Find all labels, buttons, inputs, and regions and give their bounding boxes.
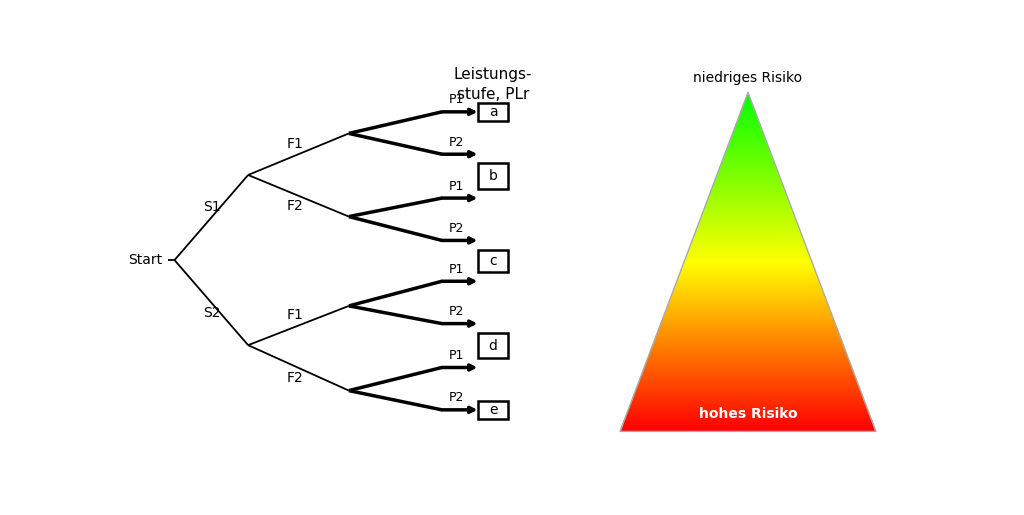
Text: stufe, PLr: stufe, PLr bbox=[457, 87, 529, 102]
Text: P1: P1 bbox=[449, 263, 464, 276]
Text: P1: P1 bbox=[449, 349, 464, 362]
Text: P2: P2 bbox=[449, 391, 464, 404]
Text: P2: P2 bbox=[449, 222, 464, 235]
Bar bbox=[478, 102, 508, 121]
Bar bbox=[478, 401, 508, 419]
Text: F1: F1 bbox=[286, 308, 303, 322]
Bar bbox=[478, 250, 508, 272]
Text: F2: F2 bbox=[287, 371, 303, 385]
Text: d: d bbox=[488, 338, 498, 353]
Bar bbox=[478, 163, 508, 189]
Text: c: c bbox=[489, 254, 497, 268]
Text: Start: Start bbox=[128, 253, 162, 267]
Text: P2: P2 bbox=[449, 136, 464, 149]
Text: P2: P2 bbox=[449, 305, 464, 318]
Text: P1: P1 bbox=[449, 93, 464, 107]
Text: S1: S1 bbox=[204, 200, 221, 214]
Text: hohes Risiko: hohes Risiko bbox=[698, 407, 798, 421]
Bar bbox=[478, 333, 508, 358]
Text: a: a bbox=[488, 105, 498, 119]
Text: S2: S2 bbox=[204, 306, 221, 320]
Text: Leistungs-: Leistungs- bbox=[454, 67, 532, 82]
Text: F1: F1 bbox=[286, 137, 303, 151]
Text: P1: P1 bbox=[449, 180, 464, 193]
Text: e: e bbox=[488, 403, 498, 417]
Text: niedriges Risiko: niedriges Risiko bbox=[693, 71, 803, 85]
Text: b: b bbox=[488, 169, 498, 183]
Text: F2: F2 bbox=[287, 199, 303, 213]
